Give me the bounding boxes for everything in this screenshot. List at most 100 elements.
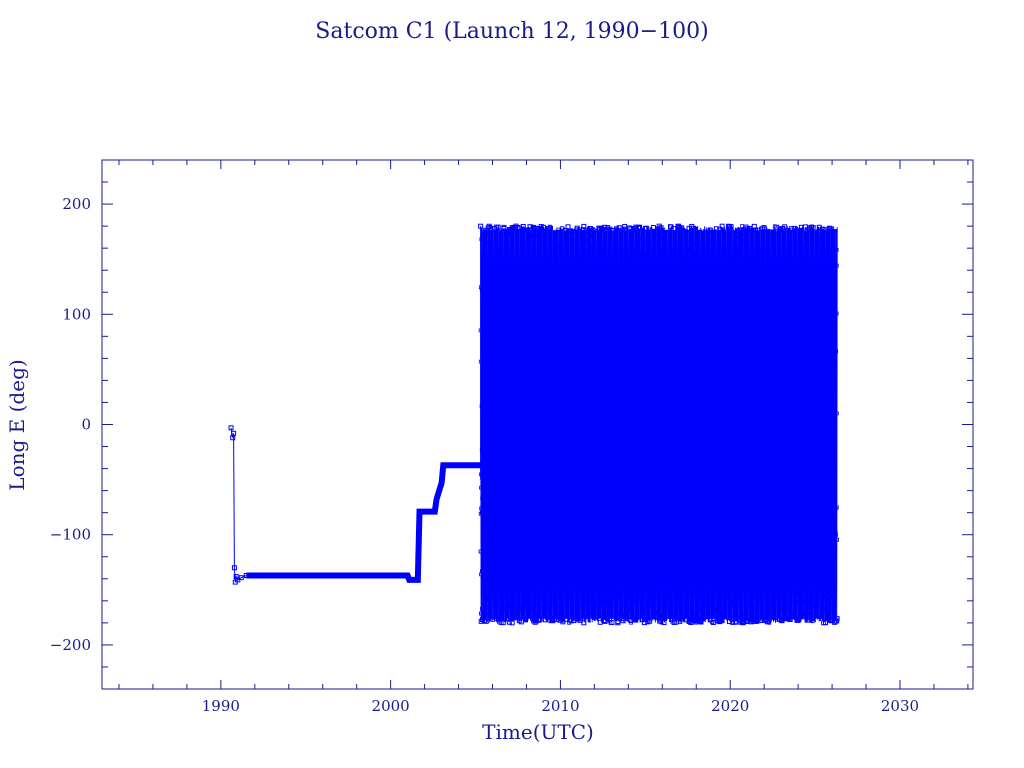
data-point — [505, 456, 509, 461]
data-point — [618, 491, 623, 496]
data-point — [608, 539, 613, 544]
data-point — [706, 391, 711, 396]
data-point — [643, 473, 648, 478]
data-point — [821, 442, 826, 446]
data-point — [500, 305, 505, 310]
data-point — [753, 607, 757, 612]
data-point — [758, 575, 763, 580]
data-point — [783, 549, 788, 553]
data-point — [595, 614, 600, 619]
data-point — [504, 259, 509, 264]
data-point — [575, 539, 580, 544]
data-point — [490, 553, 495, 557]
data-point — [495, 330, 500, 335]
data-point — [531, 374, 536, 379]
data-point — [636, 566, 641, 571]
data-point — [566, 511, 571, 516]
data-point — [781, 485, 786, 490]
data-point — [774, 440, 779, 445]
data-point — [737, 581, 742, 586]
data-point — [615, 620, 621, 626]
data-point — [631, 332, 636, 337]
data-point — [654, 523, 658, 527]
data-point — [544, 232, 549, 237]
data-point — [657, 465, 662, 470]
data-point — [629, 473, 634, 478]
data-point — [572, 287, 577, 292]
data-point — [710, 554, 715, 559]
data-point — [821, 580, 826, 585]
data-point — [785, 257, 790, 262]
data-point — [721, 443, 725, 448]
data-point — [808, 611, 813, 616]
data-point — [772, 361, 776, 366]
data-point — [752, 579, 757, 584]
data-point — [510, 460, 515, 465]
data-point — [677, 605, 682, 609]
data-point — [705, 486, 710, 491]
data-point — [503, 577, 508, 582]
data-point — [764, 268, 769, 273]
x-axis-label: Time(UTC) — [482, 720, 594, 744]
data-point — [603, 306, 608, 310]
data-point — [624, 362, 629, 367]
data-point — [748, 495, 753, 499]
data-point — [577, 617, 583, 623]
data-point — [827, 487, 832, 492]
data-point — [492, 425, 497, 430]
data-point — [662, 519, 667, 524]
data-point — [724, 573, 729, 578]
data-point — [624, 336, 629, 341]
data-point — [766, 233, 771, 238]
data-point — [718, 537, 723, 541]
data-point — [575, 584, 580, 589]
data-point — [694, 480, 699, 485]
data-point — [650, 583, 655, 587]
data-point — [824, 499, 829, 504]
data-point — [673, 300, 678, 305]
data-point — [697, 427, 702, 432]
data-point — [681, 529, 685, 534]
data-point — [552, 394, 557, 399]
data-point — [698, 457, 703, 462]
data-point — [525, 546, 530, 551]
data-point — [605, 594, 609, 599]
data-point — [746, 332, 751, 337]
data-point — [755, 431, 760, 436]
data-point — [782, 387, 787, 392]
data-point — [586, 432, 591, 437]
data-point — [779, 563, 784, 568]
data-point — [727, 585, 732, 590]
data-point — [739, 547, 744, 551]
data-point — [539, 234, 544, 238]
data-point — [683, 378, 688, 382]
data-point — [504, 464, 509, 469]
data-point — [505, 347, 510, 352]
data-point — [726, 576, 731, 581]
data-point — [516, 408, 521, 413]
data-point — [524, 472, 528, 477]
data-point — [479, 237, 484, 242]
data-point — [832, 613, 836, 618]
data-point — [512, 614, 517, 619]
data-point — [633, 617, 639, 623]
data-point — [651, 471, 656, 475]
data-point — [812, 299, 816, 303]
data-point — [677, 534, 682, 539]
data-point — [828, 586, 832, 591]
data-point — [814, 322, 819, 327]
data-point — [765, 368, 770, 373]
data-point — [686, 363, 691, 367]
data-point — [511, 505, 516, 510]
data-point — [598, 226, 604, 232]
data-point — [823, 508, 828, 513]
data-point — [689, 223, 695, 229]
data-point — [686, 601, 690, 606]
data-point — [542, 599, 547, 604]
data-point — [786, 524, 791, 529]
data-point — [687, 317, 692, 321]
data-point — [541, 302, 546, 307]
data-point — [742, 495, 746, 500]
data-point — [541, 521, 546, 526]
data-point — [622, 506, 627, 511]
